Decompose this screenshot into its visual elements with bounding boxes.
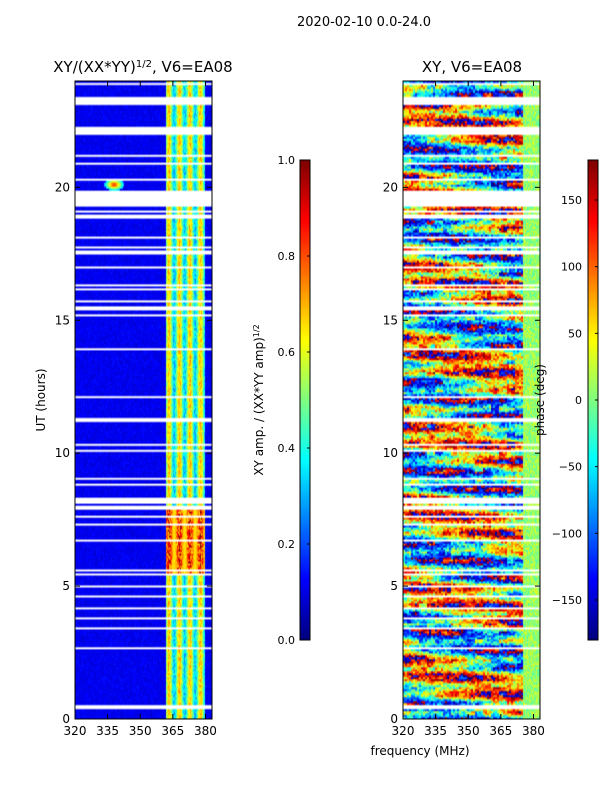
panel2-ytick-label: 10: [383, 446, 398, 460]
colorbar2-tick-label: 0: [575, 394, 582, 407]
panel1-title-exponent: 1/2: [136, 59, 152, 70]
panel1-frame: [74, 80, 213, 720]
panel1-ytick-label: 20: [55, 180, 70, 194]
panel2-xtick-label: 320: [392, 724, 415, 738]
panel1-ylabel: UT (hours): [34, 368, 48, 431]
panel1-xtick-label: 350: [129, 724, 152, 738]
panel2-ytick-label: 20: [383, 180, 398, 194]
panel2-frame: [402, 80, 541, 720]
colorbar1-tick-label: 0.2: [278, 538, 296, 551]
panel2-xtick-label: 365: [489, 724, 512, 738]
panel1-xtick-label: 365: [161, 724, 184, 738]
panel2-ytick-label: 15: [383, 313, 398, 327]
colorbar1-tick-label: 0.8: [278, 250, 296, 263]
panel2-xtick-label: 380: [522, 724, 545, 738]
panel2-xtick-label: 335: [424, 724, 447, 738]
colorbar1-label-prefix: XY amp. / (XX*YY amp): [252, 337, 266, 475]
panel2-ytick-label: 0: [390, 712, 398, 726]
panel1-title-suffix: , V6=EA08: [152, 58, 233, 76]
colorbar2-tick-label: 50: [568, 327, 582, 340]
panel1-xtick-label: 380: [194, 724, 217, 738]
colorbar1-label: XY amp. / (XX*YY amp)1/2: [252, 324, 267, 475]
colorbar1-tick-label: 0.0: [278, 634, 296, 647]
panel2-xtick-label: 350: [457, 724, 480, 738]
panel1-title-prefix: XY/(XX*YY): [53, 58, 136, 76]
panel2-ytick-label: 5: [390, 579, 398, 593]
figure-suptitle: 2020-02-10 0.0-24.0: [297, 15, 431, 30]
colorbar2-tick-label: −150: [552, 594, 582, 607]
colorbar2-tick-label: 100: [561, 261, 582, 274]
panel1-ytick-label: 15: [55, 313, 70, 327]
panel1-ytick-label: 5: [62, 579, 70, 593]
colorbar2-tick-label: −100: [552, 527, 582, 540]
panel2-heatmap: [403, 81, 540, 719]
panel1-ytick-label: 0: [62, 712, 70, 726]
colorbar1-tick-label: 1.0: [278, 154, 296, 167]
panel1-ytick-label: 10: [55, 446, 70, 460]
panel1-axes: 320 335 350 365 380 0 5 10 15 20: [55, 81, 217, 738]
colorbar2-tick-label: −50: [559, 461, 582, 474]
colorbar2-axis: −150 −100 −50 0 50 100 150: [552, 194, 598, 607]
colorbar1-label-exponent: 1/2: [252, 324, 261, 337]
panel1-xtick-label: 335: [96, 724, 119, 738]
panel1-xtick-label: 320: [64, 724, 87, 738]
colorbar1-frame: [299, 159, 311, 641]
colorbar1-axis: 0.0 0.2 0.4 0.6 0.8 1.0: [278, 154, 310, 647]
panel1-heatmap: [75, 81, 212, 719]
panel2-title: XY, V6=EA08: [422, 58, 522, 76]
colorbar2-tick-label: 150: [561, 194, 582, 207]
colorbar1-gradient: [300, 160, 310, 640]
figure-xlabel: frequency (MHz): [370, 744, 469, 758]
colorbar2-gradient: [588, 160, 598, 640]
panel1-title: XY/(XX*YY)1/2, V6=EA08: [53, 58, 232, 76]
panel2-axes: 320 335 350 365 380 0 5 10 15 20: [383, 81, 545, 738]
colorbar1-tick-label: 0.6: [278, 346, 296, 359]
colorbar1-tick-label: 0.4: [278, 442, 296, 455]
colorbar2-label: phase (deg): [533, 364, 547, 436]
